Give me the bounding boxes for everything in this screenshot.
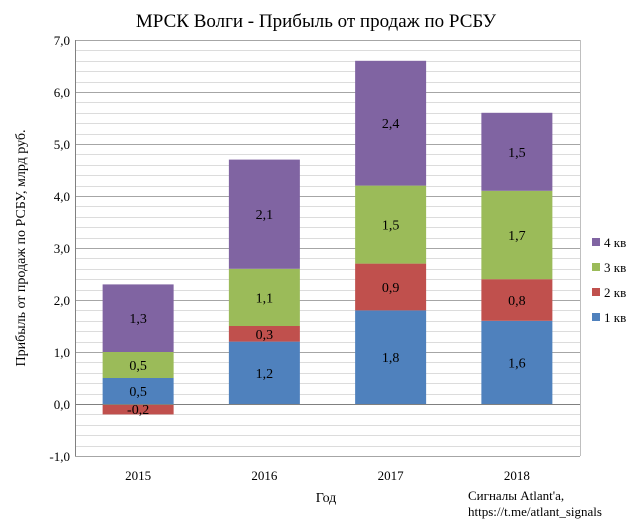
bar-segment (481, 112, 553, 191)
x-tick-label: 2015 (125, 468, 151, 483)
bar-segment (228, 159, 300, 269)
legend-label: 1 кв (604, 310, 626, 325)
bar-segment (355, 310, 427, 404)
legend-label: 2 кв (604, 285, 626, 300)
y-tick-labels: -1,0 0,0 1,0 2,0 3,0 4,0 5,0 6,0 7,0 (49, 33, 70, 464)
y-tick-label: 2,0 (54, 293, 70, 308)
bar-segment (355, 263, 427, 311)
y-axis-label: Прибыль от продаж по РСБУ, млрд руб. (14, 129, 29, 366)
x-tick-label: 2016 (251, 468, 278, 483)
data-label: 1,3 (129, 312, 147, 327)
x-axis-label: Год (316, 491, 337, 506)
legend: 4 кв 3 кв 2 кв 1 кв (592, 235, 626, 325)
data-label: 1,5 (382, 219, 400, 234)
y-tick-label: 1,0 (54, 345, 70, 360)
bar-segment (102, 284, 174, 352)
data-label: 1,7 (508, 229, 526, 244)
data-label: 1,1 (256, 291, 274, 306)
x-tick-label: 2018 (504, 468, 530, 483)
legend-label: 3 кв (604, 260, 626, 275)
data-label: 0,3 (256, 328, 274, 343)
data-label: 0,5 (129, 359, 147, 374)
axes (75, 40, 581, 456)
y-tick-label: -1,0 (49, 449, 70, 464)
bar-segment (102, 352, 174, 378)
bar-segment (481, 320, 553, 404)
y-tick-label: 3,0 (54, 241, 70, 256)
bar-segment (102, 404, 174, 415)
credit-line-1: Сигналы Atlant'a, (468, 488, 565, 503)
data-label: 0,5 (129, 385, 147, 400)
credit-line-2: https://t.me/atlant_signals (468, 504, 602, 519)
x-tick-label: 2017 (378, 468, 405, 483)
bar-segment (228, 341, 300, 404)
x-tick-labels: 2015 2016 2017 2018 (125, 468, 530, 483)
bars: 0,5 -0,2 0,5 1,3 1,2 0,3 1,1 2,1 1,8 0,9 1,5 2,4 1,6… (102, 60, 553, 418)
chart-title: МРСК Волги - Прибыль от продаж по РСБУ (136, 11, 497, 32)
y-tick-label: 5,0 (54, 137, 70, 152)
y-tick-label: 6,0 (54, 85, 70, 100)
legend-swatch (592, 288, 600, 296)
bar-segment (228, 268, 300, 326)
data-label: 0,9 (382, 281, 400, 296)
bar-segment (355, 60, 427, 186)
bar-segment (481, 279, 553, 321)
data-label: 2,1 (256, 208, 274, 223)
data-label: -0,2 (127, 403, 149, 418)
bar-segment (481, 190, 553, 280)
data-label: 1,5 (508, 146, 526, 161)
legend-swatch (592, 313, 600, 321)
y-tick-label: 0,0 (54, 397, 70, 412)
y-tick-label: 4,0 (54, 189, 70, 204)
legend-swatch (592, 263, 600, 271)
credit-text: Сигналы Atlant'a, https://t.me/atlant_si… (468, 488, 602, 520)
data-label: 0,8 (508, 294, 526, 309)
bar-segment (102, 378, 174, 404)
data-label: 1,2 (256, 367, 274, 382)
data-label: 2,4 (382, 117, 400, 132)
bar-segment (355, 185, 427, 264)
y-tick-label: 7,0 (54, 33, 70, 48)
legend-label: 4 кв (604, 235, 626, 250)
data-label: 1,6 (508, 356, 526, 371)
data-label: 1,8 (382, 351, 400, 366)
bar-segment (228, 326, 300, 342)
legend-swatch (592, 238, 600, 246)
